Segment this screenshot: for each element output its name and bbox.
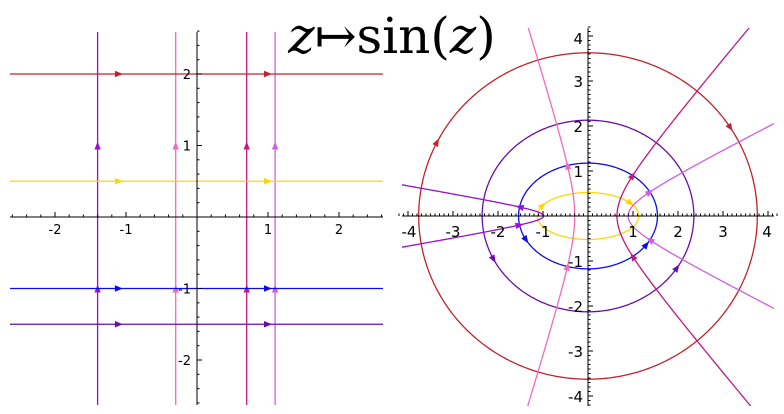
image-curves <box>402 28 774 406</box>
domain-horizontal-arrow <box>264 70 272 78</box>
domain-lines <box>10 32 383 405</box>
image-x-tick-label: -2 <box>491 223 506 241</box>
domain-x-tick-label: -2 <box>49 223 62 238</box>
domain-horizontal-arrow <box>264 178 272 185</box>
image-x-tick-label: 3 <box>718 223 728 241</box>
image-vertical-arrow <box>565 161 572 171</box>
image-horizontal-arrow <box>537 202 546 211</box>
domain-horizontal-arrow <box>114 285 123 292</box>
domain-y-tick-label: 1 <box>183 140 191 155</box>
domain-panel: -2 -1 1 2 2 1 -1 -2 <box>10 30 383 405</box>
image-x-tick-label: 1 <box>628 223 638 241</box>
image-horizontal-arrow <box>432 138 439 148</box>
image-y-tick-label: -4 <box>568 388 583 406</box>
image-x-tick-label: -4 <box>402 223 417 241</box>
image-y-tick-label: -2 <box>568 298 583 316</box>
image-horizontal-arrow <box>488 254 496 263</box>
image-horizontal-arrow <box>672 264 680 273</box>
image-vertical-arrow <box>630 253 638 262</box>
domain-y-tick-label: 2 <box>183 68 191 83</box>
image-panel: -4 -3 -2 -1 1 2 3 4 4 3 2 1 -1 -2 -3 -4 <box>398 26 778 406</box>
image-y-tick-label: 3 <box>573 73 583 91</box>
image-y-tick-label: 1 <box>573 163 583 181</box>
domain-horizontal-arrow <box>264 321 272 328</box>
image-y-tick-label: 2 <box>573 118 583 136</box>
image-vertical-arrow <box>644 189 654 197</box>
domain-vertical-arrow <box>172 141 179 150</box>
domain-axes: -2 -1 1 2 2 1 -1 -2 <box>10 30 383 405</box>
image-x-tick-label: -3 <box>446 223 461 241</box>
domain-vertical-arrow <box>243 141 250 150</box>
image-vertical-arrow <box>515 204 525 212</box>
image-x-tick-label: 2 <box>673 223 683 241</box>
image-horizontal-arrow <box>725 122 733 132</box>
image-vertical-arrow <box>514 222 524 229</box>
image-y-tick-label: -3 <box>568 343 583 361</box>
domain-horizontal-arrow <box>114 321 123 328</box>
image-x-tick-label: 4 <box>762 223 772 241</box>
domain-horizontal-arrow <box>114 178 123 185</box>
domain-x-tick-label: 2 <box>335 223 343 238</box>
image-horizontal-arrow <box>521 234 529 244</box>
image-vertical-arrow <box>563 262 570 272</box>
image-x-tick-label: -1 <box>536 223 551 241</box>
domain-horizontal-arrow <box>114 70 123 78</box>
domain-y-tick-label: -2 <box>178 354 191 369</box>
image-horizontal-arrow <box>641 241 650 250</box>
image-vertical-curve <box>616 28 752 406</box>
image-vertical-arrow <box>646 237 655 245</box>
image-vertical-curve <box>527 28 576 406</box>
image-horizontal-arrow <box>625 198 634 206</box>
domain-x-tick-label: 1 <box>264 223 272 238</box>
domain-vertical-arrow <box>271 141 279 150</box>
image-y-tick-label: 4 <box>573 30 583 48</box>
image-axes: -4 -3 -2 -1 1 2 3 4 4 3 2 1 -1 -2 -3 -4 <box>398 26 778 406</box>
image-vertical-arrow <box>627 172 635 181</box>
domain-vertical-arrow <box>94 141 101 150</box>
domain-x-tick-label: -1 <box>120 223 133 238</box>
image-y-tick-label: -1 <box>568 253 583 271</box>
domain-horizontal-arrow <box>264 285 272 292</box>
domain-y-tick-label: -1 <box>178 283 191 298</box>
